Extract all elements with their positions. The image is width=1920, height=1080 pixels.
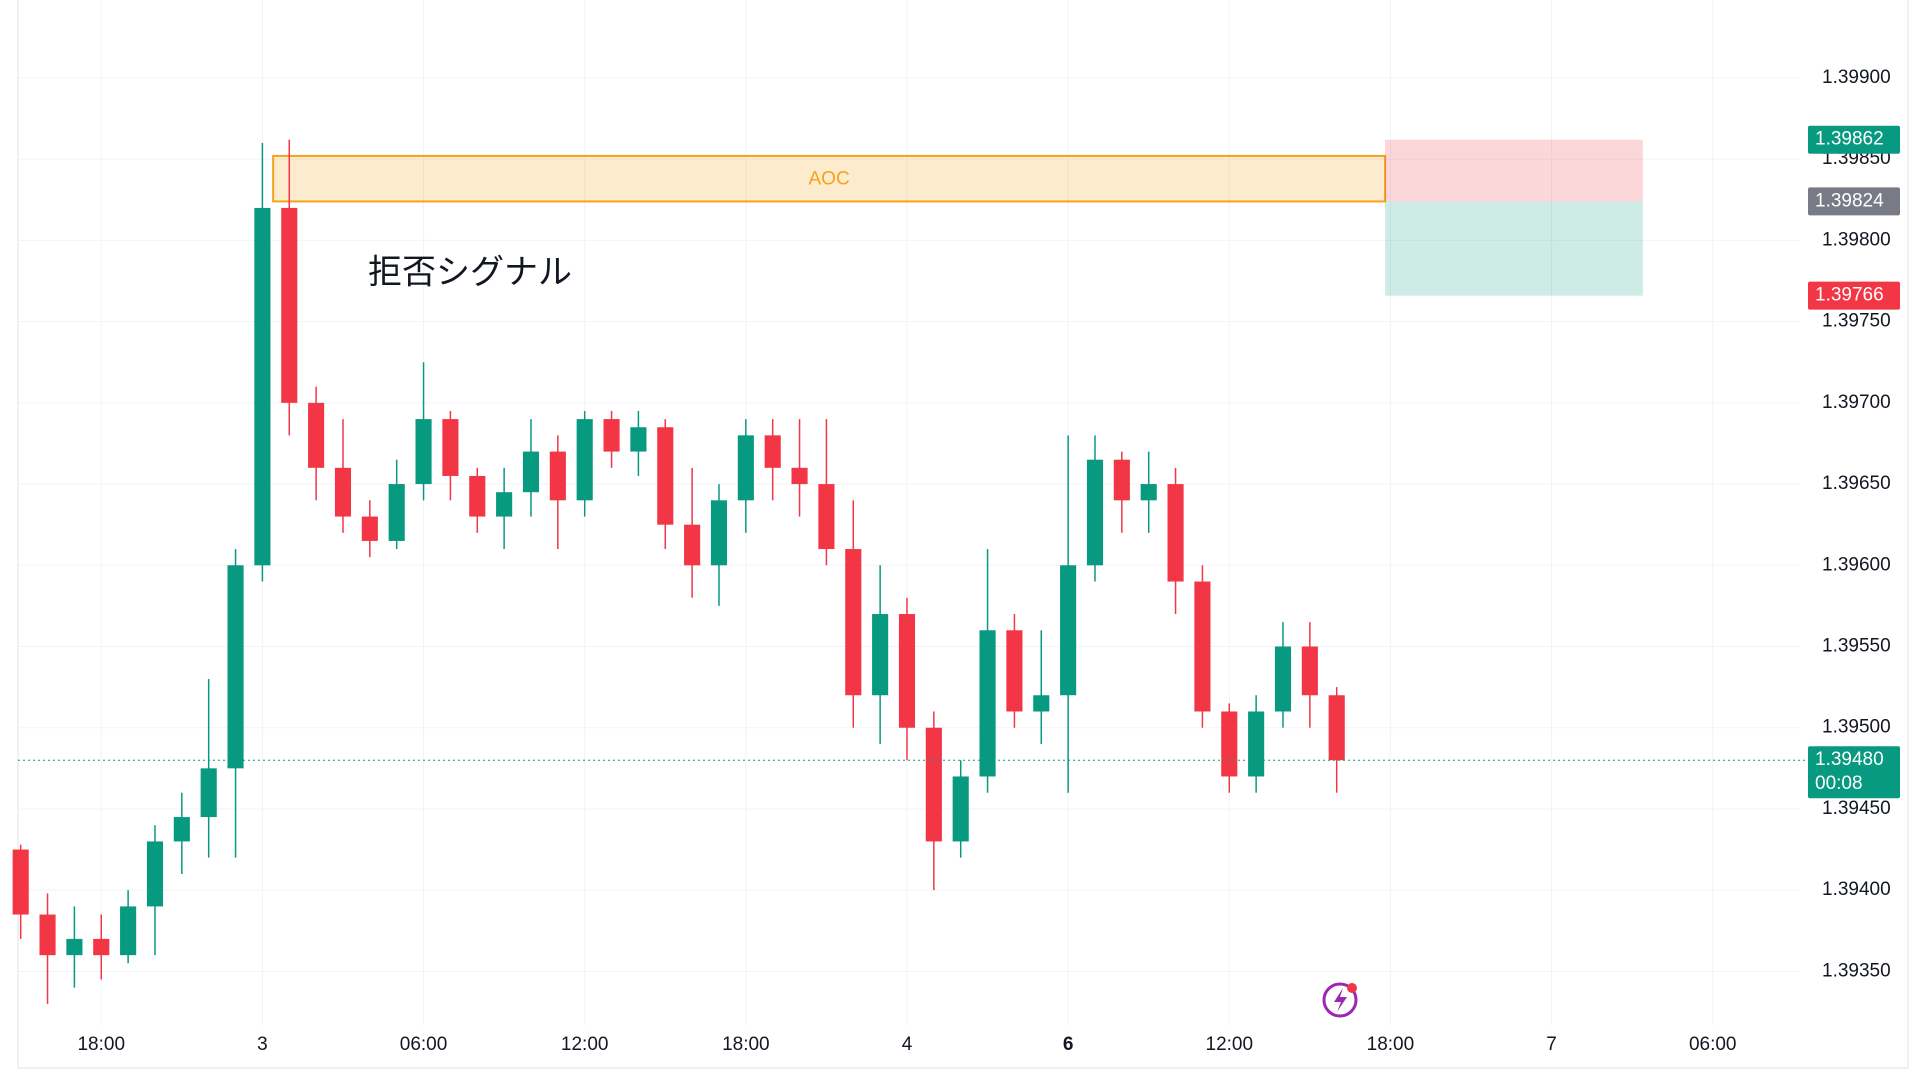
x-tick-label: 18:00 [722, 1034, 770, 1055]
y-tick-label: 1.39700 [1822, 392, 1891, 413]
candle-body [979, 630, 996, 777]
x-tick-label: 12:00 [1206, 1034, 1254, 1055]
candle-body [1033, 695, 1050, 712]
y-tick-label: 1.39800 [1822, 229, 1891, 250]
candle-body [12, 849, 29, 915]
candle-body [1113, 459, 1130, 501]
x-tick-label: 3 [257, 1034, 268, 1055]
candle-body [1060, 565, 1077, 696]
candle-body [1274, 646, 1292, 712]
candle-body [120, 906, 137, 956]
candle-body [791, 467, 808, 485]
candle-body [469, 475, 486, 517]
x-tick-label: 4 [902, 1034, 913, 1055]
y-tick-label: 1.39350 [1822, 960, 1891, 981]
x-tick-label: 18:00 [77, 1034, 125, 1055]
candle-body [1140, 484, 1157, 501]
candle-body [952, 776, 969, 842]
candle-body [872, 614, 889, 696]
y-tick-label: 1.39500 [1822, 717, 1891, 738]
price-tag-label: 1.39862 [1815, 129, 1884, 150]
lightning-icon [1322, 982, 1358, 1018]
candle-body [576, 419, 593, 501]
x-tick-label: 06:00 [1689, 1034, 1737, 1055]
x-tick-label: 12:00 [561, 1034, 609, 1055]
candle-body [925, 727, 942, 842]
candle-body [200, 768, 217, 818]
candle-body [308, 402, 325, 468]
annotation: 拒否シグナル [368, 253, 572, 293]
candle-body [415, 419, 432, 485]
candle-body [1248, 711, 1265, 777]
price-tag [1808, 281, 1900, 310]
candle-body [1194, 581, 1211, 712]
price-tag [1808, 125, 1900, 154]
candle-body [1006, 630, 1023, 712]
candle-body [522, 451, 540, 493]
candle-body [845, 549, 862, 696]
aoc-zone [272, 154, 1387, 203]
y-tick-label: 1.39450 [1822, 798, 1891, 819]
candle-body [737, 435, 754, 501]
candle-body [334, 467, 352, 517]
aoc-label: AOC [809, 169, 850, 190]
x-tick-label: 6 [1063, 1034, 1074, 1055]
candle-body [254, 207, 271, 566]
candle-body [1301, 646, 1318, 696]
price-tag-label: 1.39480 [1815, 749, 1884, 770]
candle-body [1221, 711, 1238, 777]
candle-body [1086, 459, 1104, 566]
position-reward [1385, 201, 1643, 296]
candle-body [657, 427, 674, 525]
y-tick-label: 1.39550 [1822, 636, 1891, 657]
candle-body [496, 492, 513, 517]
price-tag-label: 1.39766 [1815, 285, 1884, 306]
candle-body [66, 938, 83, 956]
candle-body [93, 938, 110, 956]
position-risk [1385, 139, 1643, 202]
candle-body [361, 516, 378, 541]
candle-body [818, 484, 835, 550]
x-tick-label: 18:00 [1367, 1034, 1415, 1055]
candle-body [764, 435, 781, 468]
candle-body [1328, 695, 1345, 761]
price-tag [1808, 746, 1900, 799]
candle-body [281, 207, 298, 403]
candle-body [227, 565, 244, 769]
candle-body [173, 817, 190, 842]
candle-body [39, 914, 56, 956]
y-tick-label: 1.39400 [1822, 879, 1891, 900]
candle-body [549, 451, 566, 501]
y-tick-label: 1.39650 [1822, 473, 1891, 494]
candle-body [1167, 484, 1184, 582]
y-tick-label: 1.39900 [1822, 67, 1891, 88]
candle-body [388, 484, 405, 541]
x-tick-label: 7 [1546, 1034, 1557, 1055]
countdown-label: 00:08 [1815, 773, 1863, 794]
price-tag-label: 1.39824 [1815, 190, 1884, 211]
candle-body [898, 614, 916, 728]
candle-body [630, 427, 647, 452]
y-tick-label: 1.39750 [1822, 311, 1891, 332]
price-tag [1808, 187, 1900, 216]
candle-body [442, 419, 459, 476]
x-tick-label: 06:00 [400, 1034, 448, 1055]
candle-body [146, 841, 164, 907]
candle-body [710, 500, 728, 566]
y-tick-label: 1.39600 [1822, 554, 1891, 575]
candle-body [684, 524, 701, 566]
candle-body [603, 419, 620, 452]
